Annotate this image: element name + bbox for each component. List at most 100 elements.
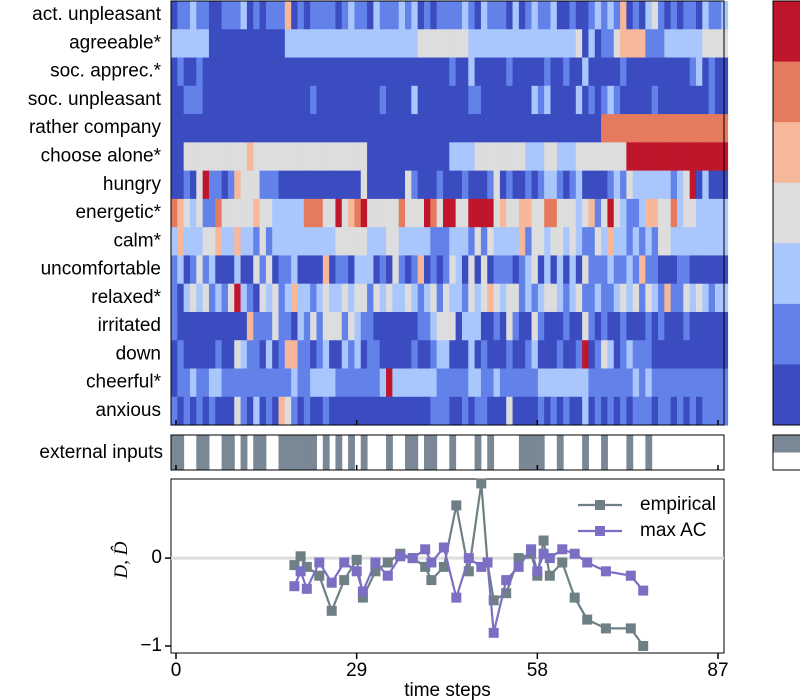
- heatmap-cell: [601, 311, 608, 341]
- heatmap-cell: [620, 142, 627, 172]
- heatmap-cell: [537, 29, 545, 59]
- heatmap-cell: [695, 85, 703, 115]
- heatmap-cell: [379, 311, 387, 341]
- heatmap-cell: [424, 283, 431, 313]
- heatmap-cell: [556, 396, 564, 426]
- heatmap-cell: [658, 57, 665, 87]
- heatmap-cell: [645, 170, 653, 200]
- heatmap-cell: [582, 114, 589, 143]
- series-point: [295, 566, 306, 577]
- heatmap-cell: [601, 57, 608, 87]
- heatmap-cell: [436, 368, 444, 398]
- heatmap-cell: [683, 227, 691, 256]
- heatmap-row-label: uncomfortable: [41, 259, 161, 280]
- heatmap-cell: [493, 114, 501, 143]
- heatmap-cell: [493, 29, 501, 59]
- heatmap-cell: [405, 85, 412, 115]
- heatmap-cell: [215, 255, 223, 285]
- heatmap-cell: [398, 1, 406, 30]
- heatmap-cell: [474, 368, 482, 398]
- heatmap-row-label: act. unpleasant: [32, 4, 162, 25]
- heatmap-cell: [329, 85, 336, 115]
- heatmap-cell: [189, 142, 197, 172]
- heatmap-cell: [202, 198, 210, 228]
- external-input-cell: [335, 435, 343, 470]
- heatmap-cell: [468, 170, 476, 200]
- external-input-cell: [284, 435, 292, 470]
- heatmap-cell: [405, 227, 412, 256]
- heatmap-cell: [297, 311, 305, 341]
- heatmap-row-label: cheerful*: [86, 372, 162, 393]
- series-point: [482, 557, 493, 568]
- heatmap-cell: [417, 114, 425, 143]
- heatmap-cell: [525, 311, 533, 341]
- heatmap-cell: [480, 85, 488, 115]
- colorbar-swatch: [773, 122, 800, 184]
- external-input-cell: [537, 435, 545, 470]
- heatmap-cell: [506, 368, 514, 398]
- heatmap-cell: [253, 198, 261, 228]
- heatmap-cell: [278, 170, 286, 200]
- heatmap-cell: [550, 368, 558, 398]
- heatmap-cell: [569, 396, 577, 426]
- heatmap-cell: [373, 368, 381, 398]
- heatmap-cell: [246, 142, 254, 172]
- heatmap-cell: [278, 142, 286, 172]
- heatmap-cell: [379, 85, 387, 115]
- heatmap-cell: [474, 198, 482, 228]
- heatmap-cell: [620, 311, 627, 341]
- heatmap-cell: [455, 142, 463, 172]
- heatmap-cell: [714, 255, 722, 285]
- heatmap-cell: [683, 283, 691, 313]
- heatmap-cell: [449, 29, 457, 59]
- heatmap-cell: [341, 170, 349, 200]
- heatmap-cell: [556, 311, 564, 341]
- heatmap-cell: [689, 368, 697, 398]
- heatmap-cell: [670, 170, 678, 200]
- heatmap-cell: [278, 311, 286, 341]
- heatmap-cell: [461, 340, 469, 370]
- heatmap-cell: [512, 29, 520, 59]
- heatmap-cell: [316, 114, 324, 143]
- heatmap-cell: [177, 1, 185, 30]
- heatmap-cell: [354, 255, 362, 285]
- heatmap-cell: [316, 198, 324, 228]
- heatmap-cell: [221, 142, 229, 172]
- heatmap-cell: [392, 340, 400, 370]
- heatmap-cell: [594, 340, 602, 370]
- heatmap-cell: [373, 170, 381, 200]
- heatmap-cell: [322, 170, 330, 200]
- heatmap-cell: [613, 1, 621, 30]
- heatmap-cell: [265, 227, 273, 256]
- heatmap-cell: [499, 85, 507, 115]
- heatmap-cell: [563, 368, 570, 398]
- heatmap-cell: [322, 311, 330, 341]
- heatmap-cell: [367, 396, 374, 426]
- heatmap-cell: [354, 227, 362, 256]
- heatmap-cell: [582, 1, 589, 30]
- external-input-cell: [525, 435, 533, 470]
- heatmap-cell: [487, 396, 495, 426]
- heatmap-cell: [259, 1, 267, 30]
- heatmap-cell: [607, 85, 615, 115]
- heatmap-cell: [474, 311, 482, 341]
- heatmap-cell: [525, 368, 533, 398]
- heatmap-cell: [632, 227, 640, 256]
- heatmap-cell: [588, 142, 596, 172]
- heatmap-cell: [461, 311, 469, 341]
- heatmap-cell: [284, 1, 292, 30]
- heatmap-cell: [221, 283, 229, 313]
- heatmap-cell: [316, 255, 324, 285]
- heatmap-cell: [240, 29, 248, 59]
- external-input-cell: [405, 435, 412, 470]
- heatmap-cell: [480, 368, 488, 398]
- heatmap-cell: [563, 198, 570, 228]
- heatmap-cell: [449, 170, 457, 200]
- heatmap-cell: [398, 255, 406, 285]
- external-input-cell: [202, 435, 210, 470]
- heatmap-cell: [544, 311, 551, 341]
- heatmap-cell: [297, 283, 305, 313]
- heatmap-cell: [639, 368, 646, 398]
- heatmap-cell: [329, 142, 336, 172]
- heatmap-cell: [620, 283, 627, 313]
